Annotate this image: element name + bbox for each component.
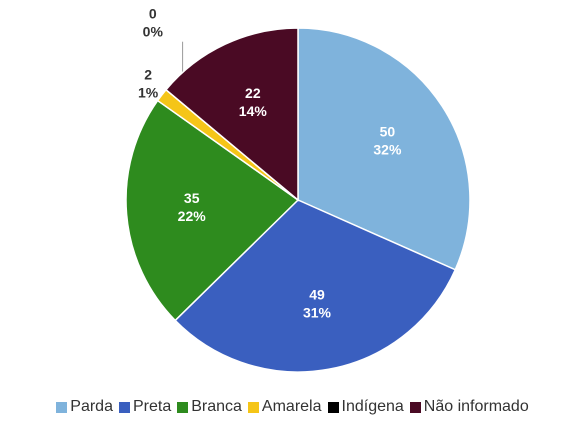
- legend-label: Branca: [191, 398, 242, 415]
- value-label: 49: [309, 287, 325, 303]
- value-label: 50: [380, 124, 396, 140]
- pie-slice: [174, 199, 457, 373]
- legend-swatch: [409, 401, 421, 413]
- legend-swatch: [56, 401, 68, 413]
- legend-item: Branca: [177, 398, 242, 416]
- legend-label: Não informado: [423, 398, 529, 415]
- legend: Parda Preta Branca Amarela Indígena Não infor…: [0, 398, 585, 416]
- legend-swatch: [118, 401, 130, 413]
- value-label: 22: [245, 85, 261, 101]
- legend-label: Indígena: [341, 398, 404, 415]
- percent-label: 31%: [303, 305, 332, 321]
- legend-item: Amarela: [247, 398, 322, 416]
- percent-label: 14%: [239, 103, 268, 119]
- legend-label: Preta: [132, 398, 172, 415]
- legend-label: Parda: [70, 398, 113, 415]
- percent-label: 1%: [138, 84, 159, 100]
- legend-swatch: [247, 401, 259, 413]
- percent-label: 32%: [373, 142, 402, 158]
- pie-slice: [297, 27, 471, 271]
- value-label: 0: [149, 5, 157, 21]
- legend-item: Não informado: [409, 398, 529, 416]
- legend-item: Indígena: [327, 398, 404, 416]
- legend-swatch: [177, 401, 189, 413]
- percent-label: 22%: [178, 208, 207, 224]
- value-label: 2: [144, 66, 152, 82]
- legend-item: Parda: [56, 398, 113, 416]
- legend-swatch: [327, 401, 339, 413]
- legend-item: Preta: [118, 398, 172, 416]
- pie-slice: [164, 27, 299, 202]
- legend-label: Amarela: [261, 398, 322, 415]
- pie-slice: [125, 99, 300, 322]
- chart: 50 32% 49 31% 35 22% 2 1% 0 0% 22 14%: [125, 5, 471, 373]
- percent-label: 0%: [143, 23, 164, 39]
- value-label: 35: [184, 190, 200, 206]
